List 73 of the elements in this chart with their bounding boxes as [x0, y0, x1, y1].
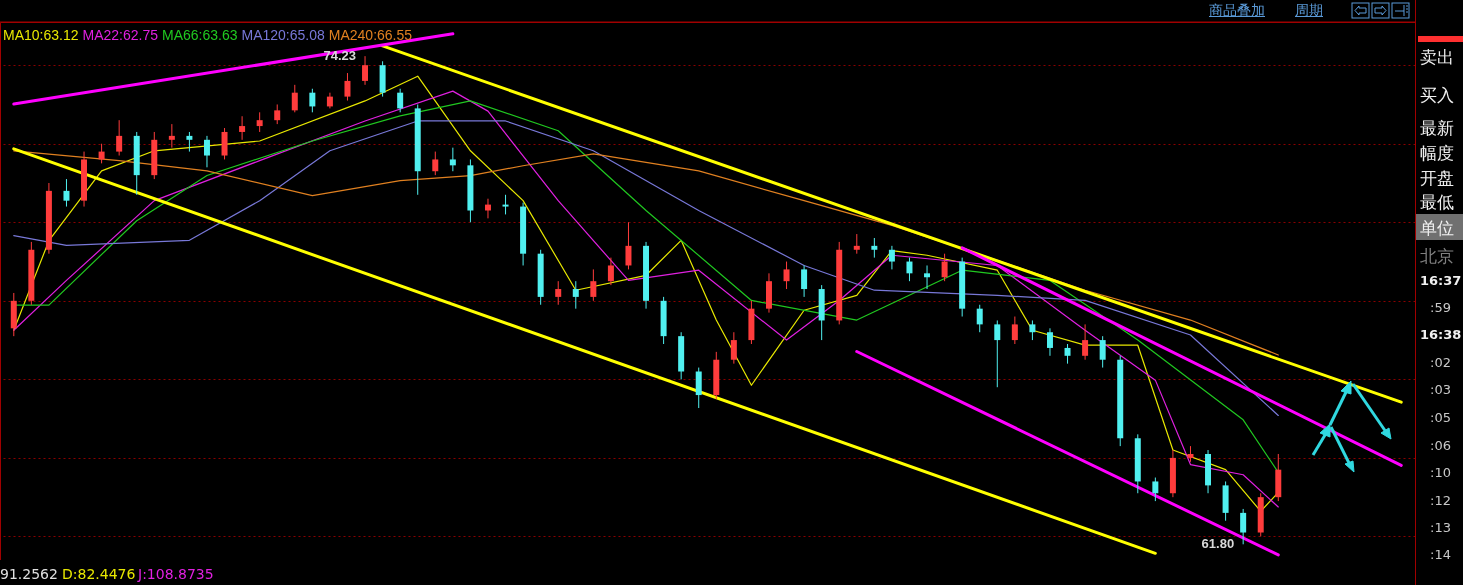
- candlestick: [695, 367, 702, 409]
- text: MA66:63.63: [162, 27, 238, 43]
- text: :05: [1430, 410, 1451, 425]
- candlestick: [274, 103, 281, 125]
- candlestick: [625, 221, 632, 270]
- candlestick: [1099, 335, 1106, 369]
- candlestick: [906, 257, 913, 282]
- candlestick: [397, 88, 404, 113]
- text: 商品叠加: [1209, 2, 1265, 20]
- text: MA10:63.12: [3, 27, 79, 43]
- candlestick: [432, 151, 439, 176]
- text: :02: [1430, 355, 1451, 370]
- text: 最新: [1420, 117, 1454, 140]
- text: 16:38: [1420, 327, 1462, 342]
- text: D:82.4476: [62, 566, 136, 582]
- candlestick: [344, 72, 351, 102]
- candlestick: [291, 84, 298, 113]
- candlestick: [1082, 323, 1089, 361]
- candlestick: [924, 264, 931, 290]
- candlestick: [871, 237, 878, 259]
- candlestick: [256, 111, 263, 133]
- candlestick: [888, 245, 895, 270]
- text: 最低: [1420, 191, 1454, 214]
- text: :14: [1430, 547, 1451, 562]
- annotation: 74.23: [323, 48, 357, 64]
- candlestick: [502, 194, 509, 215]
- text: MA22:62.75: [82, 27, 158, 43]
- text: 开盘: [1420, 167, 1454, 190]
- candlestick: [783, 261, 790, 290]
- text: 16:37: [1420, 273, 1462, 288]
- candlestick: [1029, 319, 1036, 341]
- text: 北京: [1420, 245, 1454, 268]
- annotation: 61.80: [1201, 536, 1235, 552]
- candlestick: [853, 233, 860, 255]
- text: 单位: [1420, 217, 1454, 240]
- candlestick: [1152, 477, 1159, 502]
- candlestick: [362, 55, 369, 86]
- text: :10: [1430, 465, 1451, 480]
- text: 幅度: [1420, 142, 1454, 165]
- candlestick: [555, 280, 562, 306]
- candlestick: [572, 280, 579, 310]
- text: 买入: [1420, 84, 1454, 107]
- candlestick: [976, 304, 983, 333]
- candlestick: [1064, 343, 1071, 365]
- candlestick: [449, 147, 456, 172]
- candlestick: [1046, 327, 1053, 357]
- text: 91.2562: [0, 566, 58, 582]
- candlestick: [590, 268, 597, 302]
- candlestick: [63, 178, 70, 208]
- candlestick: [221, 127, 228, 160]
- candlestick: [801, 264, 808, 298]
- text: 周期: [1295, 2, 1323, 20]
- candlestick: [730, 331, 737, 365]
- candlestick: [1011, 316, 1018, 345]
- text: :59: [1430, 300, 1451, 315]
- text: :13: [1430, 520, 1451, 535]
- candlestick: [186, 131, 193, 153]
- candlestick: [203, 135, 210, 168]
- candlestick: [168, 123, 175, 149]
- text: MA120:65.08: [241, 27, 325, 43]
- candlestick: [239, 115, 246, 141]
- candlestick: [1240, 508, 1247, 545]
- candlestick: [994, 319, 1001, 388]
- text: MA240:66.55: [328, 27, 413, 43]
- candlestick: [309, 88, 316, 113]
- candlestick: [607, 257, 614, 286]
- text: J:108.8735: [138, 566, 214, 582]
- text: :03: [1430, 382, 1451, 397]
- candlestick: [116, 119, 123, 157]
- text: 卖出: [1420, 46, 1454, 69]
- text: :12: [1430, 493, 1451, 508]
- candlestick: [941, 253, 948, 282]
- text: :06: [1430, 438, 1451, 453]
